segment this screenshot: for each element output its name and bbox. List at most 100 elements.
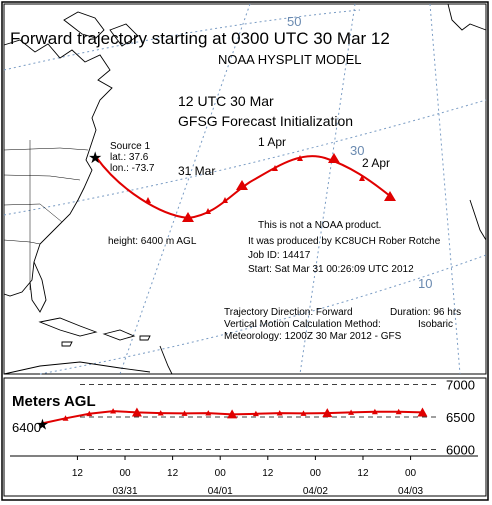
- x-hour-label: 00: [405, 468, 417, 479]
- duration: Duration: 96 hrs: [390, 307, 461, 318]
- profile-start-label: 6400: [12, 420, 41, 435]
- traj-marker: [359, 175, 365, 181]
- trajectory-direction: Trajectory Direction: Forward: [224, 307, 353, 318]
- disclaimer-line2: It was produced by KC8UCH Rober Rotche: [248, 236, 441, 247]
- y-tick-label: 6000: [446, 443, 475, 458]
- height-point: [131, 407, 142, 417]
- vertical-method-value: Isobaric: [418, 319, 453, 330]
- x-date-label: 04/03: [398, 486, 423, 497]
- source-lat: lat.: 37.6: [110, 152, 149, 163]
- y-tick-label: 6500: [446, 410, 475, 425]
- trajectory-markers: [145, 155, 365, 214]
- day-marker-1-apr: [236, 180, 248, 190]
- height-point: [417, 407, 428, 417]
- lat-line-10: [39, 254, 487, 375]
- page-title: Forward trajectory starting at 0300 UTC …: [10, 29, 390, 48]
- height-point: [300, 410, 307, 416]
- x-hour-label: 00: [310, 468, 322, 479]
- jamaica: [61, 341, 73, 347]
- end-marker: [384, 191, 396, 201]
- height-point: [157, 410, 164, 416]
- disclaimer-line1: This is not a NOAA product.: [258, 220, 381, 231]
- source-height: height: 6400 m AGL: [108, 236, 197, 247]
- lon-line-1: [119, 3, 251, 375]
- meteorology: Meteorology: 1200Z 30 Mar 2012 - GFS: [224, 331, 402, 342]
- y-tick-label: 7000: [446, 378, 475, 393]
- x-hour-label: 12: [72, 468, 84, 479]
- coastline: [3, 3, 487, 375]
- start-time: Start: Sat Mar 31 00:26:09 UTC 2012: [248, 264, 414, 275]
- init-label: GFSG Forecast Initialization: [178, 113, 353, 129]
- island-1: [109, 23, 139, 47]
- north-america-coast: [3, 39, 113, 297]
- x-hour-label: 00: [215, 468, 227, 479]
- x-date-label: 04/02: [303, 486, 328, 497]
- cuba: [38, 317, 98, 337]
- source-label: Source 1: [110, 141, 150, 152]
- grid-label-10: 10: [418, 276, 432, 291]
- source-lon: lon.: -73.7: [110, 163, 155, 174]
- height-point: [227, 409, 238, 419]
- map-panel: 50 30 10 ★ 31 Mar 1 Apr 2 Apr Forward tr…: [3, 3, 487, 375]
- border-3: [3, 203, 63, 223]
- traj-marker: [297, 155, 303, 161]
- lon-line-2: [299, 3, 356, 375]
- height-point: [348, 409, 355, 415]
- x-hour-label: 12: [357, 468, 369, 479]
- height-point: [322, 408, 333, 418]
- height-point: [252, 410, 259, 417]
- profile-ylabel: Meters AGL: [12, 393, 96, 410]
- hispaniola: [102, 329, 136, 341]
- model-name: NOAA HYSPLIT MODEL: [218, 52, 362, 67]
- day-marker-2-apr: [328, 153, 340, 163]
- day-label-1-apr: 1 Apr: [258, 135, 286, 149]
- border-2: [3, 174, 81, 181]
- florida: [29, 261, 47, 313]
- lesser-antilles: [159, 345, 173, 375]
- puerto-rico: [139, 335, 151, 341]
- newfoundland: [63, 11, 105, 39]
- profile-border: [3, 377, 487, 497]
- height-point: [276, 410, 283, 416]
- profile-y-ticks: 7000 6500 6000: [80, 378, 475, 458]
- start-star-icon: ★: [36, 417, 49, 434]
- graticule: [3, 3, 487, 375]
- init-time: 12 UTC 30 Mar: [178, 93, 274, 109]
- height-series-markers: ★: [36, 407, 428, 434]
- height-point: [371, 408, 378, 415]
- job-id: Job ID: 14417: [248, 250, 311, 261]
- height-profile-panel: Meters AGL 6400 7000 6500 6000 12 00 12 00 12 0…: [3, 377, 487, 497]
- state-borders: [3, 140, 89, 290]
- x-hour-label: 00: [119, 468, 131, 479]
- height-point: [395, 408, 402, 415]
- height-point: [110, 408, 117, 414]
- day-markers: [182, 153, 396, 222]
- lat-line-50: [3, 9, 361, 71]
- x-hour-label: 12: [167, 468, 179, 479]
- border-1: [3, 147, 89, 151]
- trajectory-line: [95, 155, 391, 220]
- x-date-label: 04/01: [208, 486, 233, 497]
- traj-marker: [272, 165, 278, 171]
- day-label-31-mar: 31 Mar: [178, 164, 215, 178]
- day-marker-31-mar: [182, 212, 194, 222]
- europe-coast: [447, 3, 487, 31]
- height-point: [86, 410, 93, 417]
- south-america-coast: [3, 361, 151, 375]
- height-point: [181, 410, 188, 416]
- traj-marker: [205, 208, 211, 214]
- vertical-method-label: Vertical Motion Calculation Method:: [224, 319, 381, 330]
- x-date-label: 03/31: [113, 486, 138, 497]
- x-hour-label: 12: [262, 468, 274, 479]
- lon-line-3: [429, 3, 461, 375]
- grid-label-50: 50: [287, 14, 301, 29]
- africa-coast: [469, 199, 487, 241]
- day-label-2-apr: 2 Apr: [362, 156, 390, 170]
- traj-marker: [145, 197, 151, 203]
- height-point: [205, 410, 212, 416]
- traj-marker: [222, 197, 228, 203]
- grid-label-30: 30: [350, 143, 364, 158]
- source-star-icon: ★: [88, 150, 102, 167]
